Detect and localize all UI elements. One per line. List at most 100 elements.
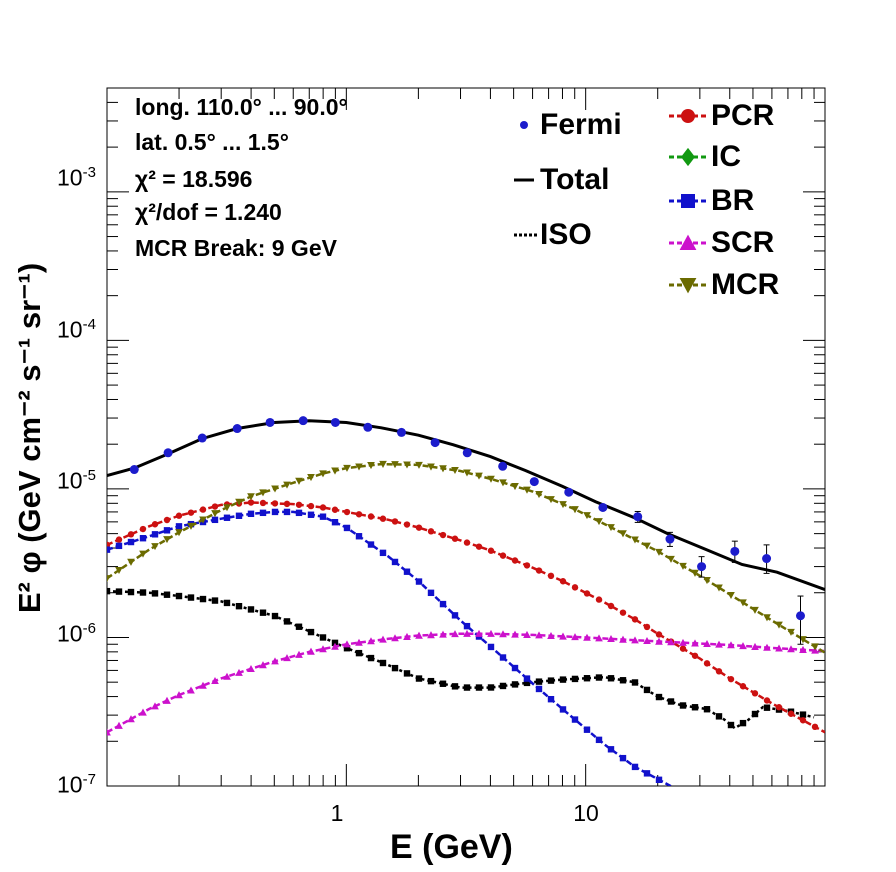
series-marker-br [595,736,603,744]
series-marker-mcr [235,498,243,506]
series-marker-pcr [619,609,627,616]
fermi-data-point [598,502,608,512]
fermi-data-point [730,546,740,556]
series-marker-iso [199,595,207,603]
series-marker-br [355,533,363,540]
fermi-data-point [265,417,275,427]
series-marker-scr [775,644,783,652]
series-marker-mcr [631,536,639,544]
series-marker-pcr [679,645,687,652]
legend-label-total: Total [540,163,610,196]
series-marker-iso [571,675,579,683]
series-marker-iso [379,659,387,667]
series-marker-mcr [787,628,795,636]
series-marker-pcr [499,552,507,559]
legend-marker-mcr [679,278,697,294]
series-marker-mcr [595,518,603,526]
series-marker-iso [427,677,435,685]
series-marker-scr [799,645,807,653]
series-marker-pcr [787,710,795,717]
series-marker-mcr [223,504,231,512]
series-marker-iso [247,606,255,613]
series-marker-pcr [283,500,291,508]
series-marker-iso [715,713,723,720]
series-marker-pcr [427,528,435,535]
series-marker-iso [307,628,315,636]
info-latitude: lat. 0.5° ... 1.5° [135,129,289,155]
series-marker-scr [379,635,387,643]
series-marker-iso [727,721,735,729]
series-marker-mcr [511,483,519,491]
series-marker-mcr [163,536,171,544]
series-marker-br [151,531,159,538]
fermi-data-point [163,448,173,458]
series-marker-pcr [259,499,267,507]
info-chi2-dof: χ²/dof = 1.240 [135,199,282,225]
legend-label-br: BR [711,184,755,217]
series-marker-pcr [151,521,159,528]
series-marker-pcr [775,704,783,711]
series-marker-br [583,726,591,733]
series-marker-pcr [295,501,303,508]
series-marker-iso [559,676,567,683]
series-marker-mcr [607,524,615,532]
series-marker-pcr [307,502,315,510]
series-marker-iso [211,597,219,604]
series-marker-br [175,523,183,530]
series-marker-iso [703,706,711,713]
series-marker-scr [427,631,435,639]
series-marker-br [487,643,495,651]
legend-marker-ic [681,147,695,167]
series-marker-br [127,538,135,546]
legend-marker-br [681,194,695,208]
y-tick-label-1e-4: 10-4 [57,316,96,343]
series-marker-br [607,746,615,753]
series-marker-mcr [175,529,183,537]
series-marker-pcr [187,509,195,516]
legend-label-mcr: MCR [711,268,780,301]
y-tick-label-1e-3: 10-3 [57,164,96,191]
series-marker-scr [751,642,759,650]
series-marker-br [271,508,279,516]
series-marker-mcr [331,467,339,475]
series-marker-scr [223,672,231,680]
series-marker-iso [319,634,327,641]
series-marker-br [511,664,519,672]
series-marker-scr [307,647,315,655]
series-marker-pcr [211,503,219,510]
series-marker-iso [631,679,639,686]
fermi-data-point [795,611,805,621]
fermi-data-point [298,416,308,426]
series-marker-pcr [403,521,411,528]
series-marker-br [163,527,171,534]
x-tick-label-1: 1 [330,800,344,826]
series-marker-scr [739,642,747,650]
series-marker-mcr [307,474,315,482]
series-marker-mcr [439,465,447,473]
series-marker-scr [703,640,711,648]
series-marker-scr [391,634,399,642]
series-marker-mcr [187,522,195,530]
series-marker-mcr [107,575,111,583]
series-marker-mcr [691,569,699,577]
series-marker-mcr [679,562,687,570]
series-marker-mcr [127,558,135,566]
fermi-data-point [462,448,472,458]
series-marker-pcr [115,536,123,543]
series-marker-scr [211,677,219,685]
series-marker-mcr [547,496,555,504]
series-marker-iso [535,678,543,685]
series-marker-mcr [451,467,459,475]
series-marker-pcr [331,506,339,513]
series-marker-pcr [415,524,423,531]
series-marker-pcr [571,584,579,591]
series-marker-iso [139,589,147,596]
series-marker-mcr [571,506,579,514]
legend-marker-scr [679,234,697,250]
series-marker-pcr [559,578,567,585]
series-marker-br [403,568,411,575]
series-marker-iso [643,686,651,694]
series-marker-scr [271,657,279,665]
series-marker-br [535,685,543,693]
series-marker-scr [499,630,507,638]
